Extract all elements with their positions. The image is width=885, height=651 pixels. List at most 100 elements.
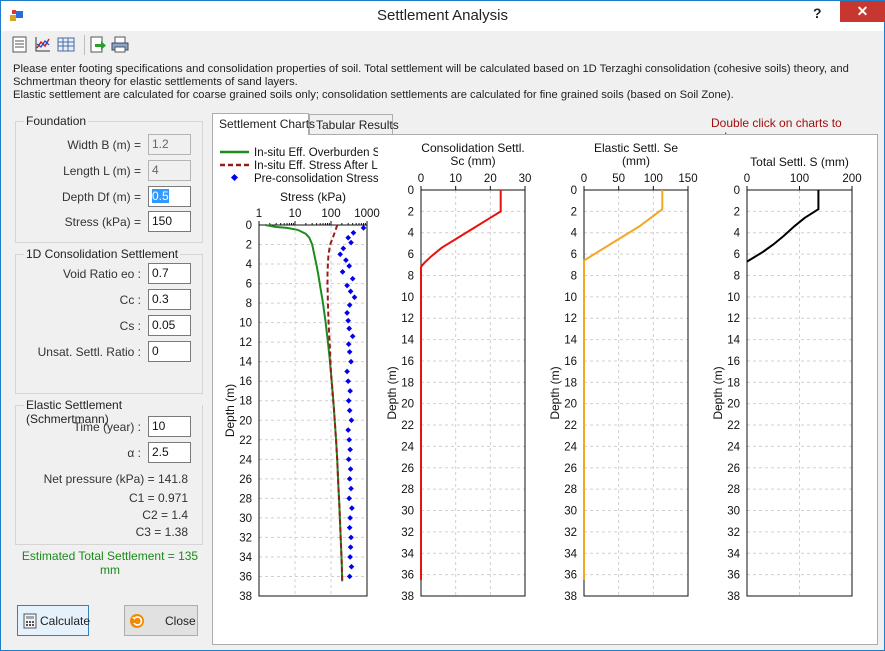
y-tick-label: 22 — [239, 435, 252, 447]
close-window-button[interactable]: ✕ — [840, 1, 885, 22]
y-tick-label: 20 — [564, 399, 577, 411]
cs-field[interactable]: 0.05 — [148, 315, 191, 336]
y-tick-label: 16 — [564, 356, 577, 368]
c3-text: C3 = 1.38 — [135, 525, 188, 539]
y-tick-label: 24 — [727, 441, 740, 453]
y-tick-label: 6 — [246, 279, 252, 291]
x-tick-label: 100 — [790, 173, 809, 185]
length-field[interactable]: 4 — [148, 160, 191, 181]
precon-point — [351, 294, 358, 301]
precon-point — [343, 257, 349, 263]
y-tick-label: 6 — [734, 249, 740, 261]
chart-icon[interactable] — [34, 36, 52, 53]
precon-point — [344, 310, 350, 316]
export-icon[interactable] — [89, 36, 107, 53]
precon-point — [345, 234, 352, 241]
precon-point — [345, 397, 352, 404]
precon-point — [349, 505, 355, 511]
precon-point — [340, 245, 347, 252]
precon-point — [346, 573, 353, 580]
consolidation-group: 1D Consolidation Settlement — [15, 247, 203, 394]
y-tick-label: 12 — [401, 313, 414, 325]
y-tick-label: 12 — [727, 313, 740, 325]
close-button[interactable]: Close — [124, 605, 198, 636]
calculate-button[interactable]: Calculate — [17, 605, 91, 636]
y-tick-label: 32 — [727, 527, 740, 539]
precon-point — [345, 317, 352, 324]
y-tick-label: 28 — [239, 493, 252, 505]
y-tick-label: 38 — [239, 591, 252, 603]
stress-label: Stress (kPa) = — [64, 215, 141, 229]
x-tick-label: 100 — [644, 173, 663, 185]
precon-point — [344, 282, 350, 289]
x-tick-label: 100 — [321, 208, 340, 220]
width-field[interactable]: 1.2 — [148, 134, 191, 155]
y-tick-label: 26 — [564, 463, 577, 475]
plot-frame — [746, 189, 853, 597]
x-tick-label: 10 — [289, 208, 302, 220]
x-tick-label: 50 — [612, 173, 625, 185]
y-tick-label: 18 — [401, 377, 414, 389]
help-button[interactable]: ? — [813, 5, 822, 21]
y-tick-label: 26 — [727, 463, 740, 475]
y-axis-label: Depth (m) — [385, 366, 399, 419]
time-label: Time (year) : — [73, 420, 141, 434]
chart-2 — [583, 186, 689, 597]
intro-line-2: Elastic settlement are calculated for co… — [13, 89, 734, 101]
precon-point — [346, 407, 353, 414]
void-ratio-field[interactable]: 0.7 — [148, 263, 191, 284]
y-tick-label: 24 — [239, 454, 252, 466]
consolidation-group-title: 1D Consolidation Settlement — [24, 247, 181, 261]
y-tick-label: 22 — [564, 420, 577, 432]
y-tick-label: 14 — [727, 335, 740, 347]
x-tick-label: 200 — [842, 173, 861, 185]
x-tick-label: 0 — [744, 173, 750, 185]
charts-tab-page: 0 2 4 6 8 10 12 14 16 18 20 22 24 26 28 30 32 34 36 38 1 10 10… — [212, 134, 878, 645]
y-tick-label: 24 — [564, 441, 577, 453]
y-tick-label: 10 — [239, 318, 252, 330]
legend-label: Pre-consolidation Stress — [254, 173, 379, 185]
y-tick-label: 20 — [239, 415, 252, 427]
precon-point — [350, 229, 357, 236]
precon-point — [337, 251, 344, 258]
depth-field[interactable]: 0.5 — [148, 186, 191, 207]
chart-0 — [258, 221, 368, 597]
tab-tabular-results[interactable]: Tabular Results — [309, 114, 399, 135]
y-tick-label: 16 — [727, 356, 740, 368]
alpha-field[interactable]: 2.5 — [148, 442, 191, 463]
app-icon — [10, 10, 23, 21]
precon-point — [348, 485, 354, 492]
unsat-ratio-label: Unsat. Settl. Ratio : — [37, 345, 141, 359]
y-tick-label: 30 — [401, 506, 414, 518]
estimated-settlement-line1: Estimated Total Settlement = 135 — [21, 549, 199, 563]
calculate-button-label: Calculate — [40, 614, 91, 628]
print-icon[interactable] — [111, 36, 129, 53]
grid-icon[interactable] — [57, 36, 75, 53]
y-tick-label: 34 — [564, 548, 577, 560]
time-field[interactable]: 10 — [148, 416, 191, 437]
y-tick-label: 36 — [727, 570, 740, 582]
y-tick-label: 6 — [571, 249, 577, 261]
y-tick-label: 34 — [239, 552, 252, 564]
foundation-group: Foundation — [15, 114, 203, 243]
x-tick-label: 150 — [678, 173, 697, 185]
y-axis-label: Depth (m) — [548, 366, 562, 419]
table-icon[interactable] — [11, 36, 29, 53]
precon-point — [345, 427, 352, 433]
y-tick-label: 32 — [401, 527, 414, 539]
y-tick-label: 0 — [246, 220, 252, 232]
tab-settlement-charts[interactable]: Settlement Charts — [212, 113, 315, 135]
y-tick-label: 24 — [401, 441, 414, 453]
y-tick-label: 34 — [401, 548, 414, 560]
precon-point — [346, 524, 353, 531]
unsat-ratio-field[interactable]: 0 — [148, 341, 191, 362]
chart-1 — [420, 186, 526, 597]
window-title: Settlement Analysis — [377, 7, 508, 24]
y-tick-label: 16 — [239, 376, 252, 388]
y-tick-label: 18 — [564, 377, 577, 389]
length-label: Length L (m) = — [63, 164, 141, 178]
toolbar-separator — [84, 35, 85, 55]
stress-field[interactable]: 150 — [148, 211, 191, 232]
cc-field[interactable]: 0.3 — [148, 289, 191, 310]
